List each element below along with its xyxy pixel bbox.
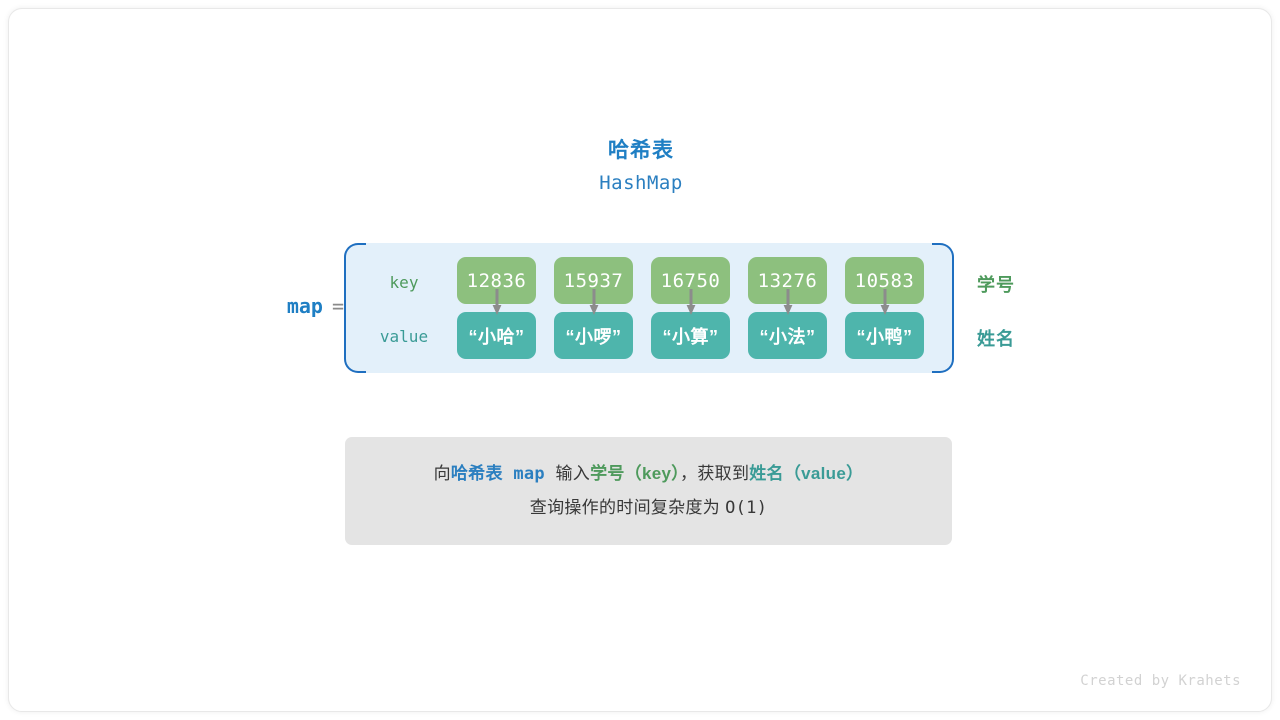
value-box: “小哈” (457, 312, 536, 359)
caption-line-1: 向哈希表 map 输入学号（key），获取到姓名（value） (434, 457, 864, 491)
caption-seg-map: map (502, 463, 556, 484)
value-box: “小法” (748, 312, 827, 359)
caption-seg-hashmap: 哈希表 (450, 463, 503, 483)
value-box: “小啰” (554, 312, 633, 359)
hashmap-entry: 10583 “小鸭” (845, 257, 924, 359)
key-box: 16750 (651, 257, 730, 304)
value-box: “小鸭” (845, 312, 924, 359)
hashmap-entry: 12836 “小哈” (457, 257, 536, 359)
row-label-value: value (379, 327, 429, 346)
caption-seg-get: ，获取到 (680, 463, 750, 483)
hashmap-entries: 12836 “小哈” 15937 “小啰” 16750 “小算” 13 (457, 257, 924, 359)
map-variable-name: map (286, 294, 323, 318)
left-bracket (344, 243, 366, 373)
equals-sign: = (331, 294, 344, 318)
page-subtitle: HashMap (599, 172, 683, 195)
row-label-key: key (389, 273, 419, 292)
caption-complexity-value: O(1) (725, 498, 768, 518)
caption-seg-value: 姓名（value） (749, 463, 864, 483)
key-box: 15937 (554, 257, 633, 304)
caption-seg-input: 输入 (555, 463, 591, 483)
side-note-student-id: 学号 (977, 275, 1015, 295)
hashmap-entry: 15937 “小啰” (554, 257, 633, 359)
caption-complexity-prefix: 查询操作的时间复杂度为 (529, 498, 726, 517)
key-box: 10583 (845, 257, 924, 304)
caption-seg-key: 学号（key） (590, 463, 681, 483)
map-variable-label: map = (234, 294, 344, 318)
caption-line-2: 查询操作的时间复杂度为 O(1) (530, 491, 767, 525)
value-box: “小算” (651, 312, 730, 359)
right-bracket (932, 243, 954, 373)
diagram-canvas: 哈希表 HashMap map = key value 12836 “小哈” 15… (8, 8, 1272, 712)
diagram-title-block: 哈希表 HashMap (9, 137, 1271, 195)
key-box: 12836 (457, 257, 536, 304)
caption-seg-to: 向 (433, 463, 451, 483)
side-note-name: 姓名 (977, 329, 1015, 349)
caption-box: 向哈希表 map 输入学号（key），获取到姓名（value） 查询操作的时间复… (345, 437, 952, 545)
footer-credit: Created by Krahets (1080, 673, 1241, 689)
key-box: 13276 (748, 257, 827, 304)
hashmap-entry: 16750 “小算” (651, 257, 730, 359)
page-title: 哈希表 (608, 139, 674, 162)
hashmap-entry: 13276 “小法” (748, 257, 827, 359)
